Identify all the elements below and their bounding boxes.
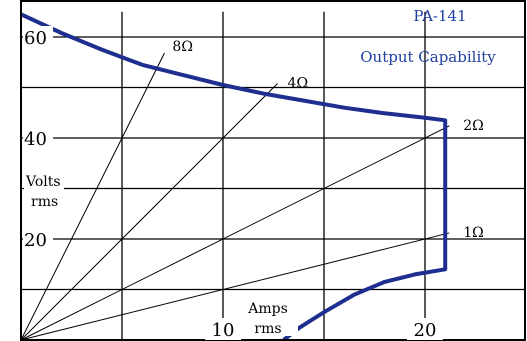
y-tick-label-20: 20 [24,230,47,251]
x-tick-label-10: 10 [212,320,235,341]
load-line-4-ohm [20,83,278,341]
load-line-1-ohm [20,232,450,341]
chart-title: PA-141 [413,7,466,25]
load-lines [20,52,450,341]
y-axis-label-line-1: Volts [25,174,61,190]
x-axis-label-line-1: Amps [247,301,288,317]
load-line-label-4-ohm: 4Ω [288,75,309,91]
load-line-2-ohm [20,125,450,341]
load-line-8-ohm [20,52,165,341]
x-tick-label-20: 20 [414,320,437,341]
x-axis-label-line-2: rms [254,321,281,337]
series-line-0 [20,12,448,341]
y-tick-label-40: 40 [24,129,47,150]
load-line-label-1-ohm: 1Ω [463,225,484,241]
chart-subtitle: Output Capability [360,48,496,66]
y-axis-label-line-2: rms [31,194,58,210]
series [20,12,448,341]
grid [21,11,526,340]
labels: PA-141 Output Capability Volts rms Amps … [23,7,496,341]
load-line-label-8-ohm: 8Ω [172,39,193,55]
y-tick-label-60: 60 [24,28,47,49]
plot-frame [20,0,526,341]
load-line-label-2-ohm: 2Ω [463,118,484,134]
